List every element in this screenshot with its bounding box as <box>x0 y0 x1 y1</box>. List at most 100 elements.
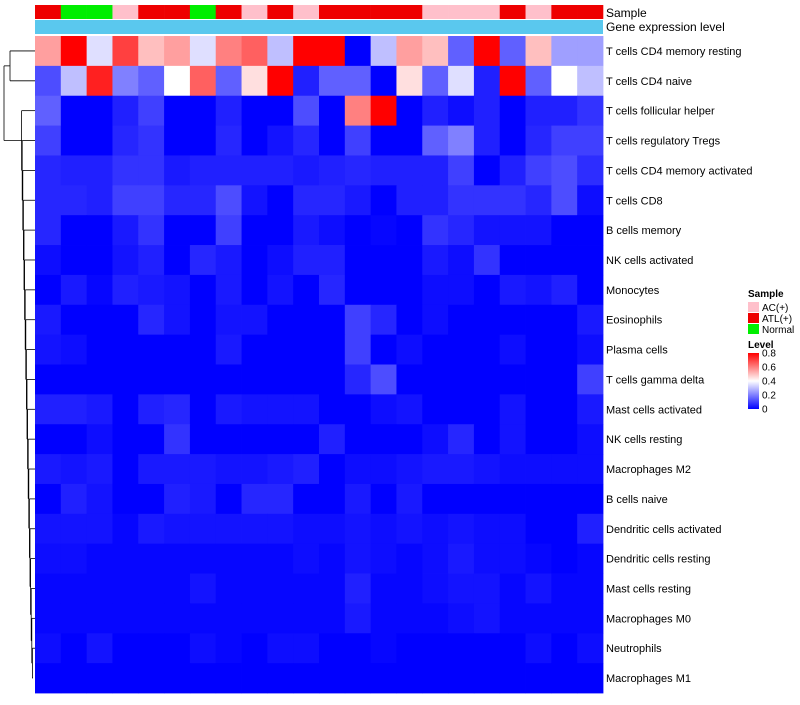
heatmap-cell <box>293 155 320 186</box>
heatmap-cell <box>293 36 320 67</box>
heatmap-cell <box>577 36 604 67</box>
heatmap-cell <box>370 483 397 515</box>
heatmap-cell <box>422 36 449 67</box>
heatmap-cell <box>422 95 449 126</box>
heatmap-cell <box>60 95 88 126</box>
heatmap-cell <box>35 633 62 664</box>
heatmap-cell <box>370 454 397 485</box>
heatmap-cell <box>422 483 449 515</box>
row-label: Neutrophils <box>606 643 662 655</box>
heatmap-cell <box>35 364 62 395</box>
heatmap-cell <box>112 633 139 664</box>
heatmap-cell <box>499 65 526 97</box>
heatmap-cell <box>525 304 552 336</box>
heatmap-cell <box>112 364 139 395</box>
heatmap-cell <box>189 215 217 246</box>
heatmap-cell <box>164 95 191 126</box>
heatmap-cell <box>241 125 268 156</box>
heatmap-cell <box>164 513 191 545</box>
heatmap-cell <box>293 95 320 126</box>
heatmap-cell <box>189 125 217 156</box>
sample-annotation-cell <box>189 5 217 19</box>
heatmap-cell <box>35 394 62 425</box>
annotation-label-expression: Gene expression level <box>606 20 725 34</box>
heatmap-cell <box>293 125 320 156</box>
heatmap-cell <box>319 304 346 336</box>
heatmap-cell <box>499 155 526 186</box>
row-label: T cells regulatory Tregs <box>606 136 721 148</box>
heatmap-cell <box>189 334 217 365</box>
heatmap-cell <box>422 663 449 694</box>
heatmap-cell <box>448 36 475 67</box>
heatmap-cell <box>577 663 604 694</box>
heatmap-cell <box>164 633 191 664</box>
heatmap-cell <box>293 424 320 455</box>
heatmap-cell <box>267 364 294 395</box>
heatmap-cell <box>241 155 268 186</box>
heatmap-cell <box>577 513 604 545</box>
heatmap-cell <box>293 483 320 515</box>
heatmap-cell <box>551 155 578 186</box>
heatmap-cell <box>35 454 62 485</box>
heatmap-cell <box>86 454 113 485</box>
annotation-label-sample: Sample <box>606 6 647 20</box>
heatmap-cell <box>241 65 268 97</box>
heatmap-cell <box>473 65 501 97</box>
heatmap-cell <box>164 424 191 455</box>
heatmap-cell <box>35 543 62 574</box>
heatmap-cell <box>319 364 346 395</box>
row-label: T cells CD8 <box>606 195 663 207</box>
heatmap-cell <box>551 245 578 276</box>
heatmap-cell <box>215 424 242 455</box>
heatmap-cell <box>370 543 397 574</box>
heatmap-cell <box>396 513 423 545</box>
heatmap-cell <box>293 65 320 97</box>
sample-annotation-cell <box>551 5 578 19</box>
heatmap-cell <box>525 334 552 365</box>
heatmap-cell <box>422 185 449 216</box>
heatmap-cell <box>293 245 320 276</box>
heatmap-cell <box>86 36 113 67</box>
heatmap-cell <box>473 245 501 276</box>
heatmap-cell <box>499 513 526 545</box>
heatmap-cell <box>473 573 501 604</box>
heatmap-cell <box>138 573 165 604</box>
heatmap-cell <box>499 483 526 515</box>
heatmap-cell <box>551 274 578 306</box>
heatmap-cell <box>448 394 475 425</box>
heatmap-cell <box>577 633 604 664</box>
heatmap-cell <box>60 334 88 365</box>
heatmap-cell <box>525 424 552 455</box>
heatmap-cell <box>422 543 449 574</box>
heatmap-cell <box>267 245 294 276</box>
heatmap-cell <box>189 573 217 604</box>
heatmap-cell <box>473 454 501 485</box>
heatmap-cell <box>267 334 294 365</box>
heatmap-cell <box>551 543 578 574</box>
sample-annotation-cell <box>525 5 552 19</box>
heatmap-cell <box>473 513 501 545</box>
heatmap-cell <box>396 364 423 395</box>
heatmap-cell <box>319 125 346 156</box>
heatmap-cell <box>319 334 346 365</box>
heatmap-cell <box>473 394 501 425</box>
heatmap-cell <box>551 364 578 395</box>
heatmap-cell <box>164 304 191 336</box>
heatmap-cell <box>215 483 242 515</box>
heatmap-cell <box>112 95 139 126</box>
heatmap-cell <box>60 274 88 306</box>
heatmap-cell <box>448 304 475 336</box>
heatmap-cell <box>525 185 552 216</box>
heatmap-cell <box>189 274 217 306</box>
heatmap-cell <box>422 304 449 336</box>
heatmap-cell <box>319 603 346 634</box>
heatmap-cell <box>267 483 294 515</box>
heatmap-cell <box>448 274 475 306</box>
heatmap-cell <box>448 215 475 246</box>
heatmap-cell <box>267 454 294 485</box>
heatmap-cell <box>60 663 88 694</box>
row-label: B cells naive <box>606 494 668 506</box>
heatmap-cell <box>138 424 165 455</box>
heatmap-cell <box>370 394 397 425</box>
heatmap-cell <box>499 125 526 156</box>
